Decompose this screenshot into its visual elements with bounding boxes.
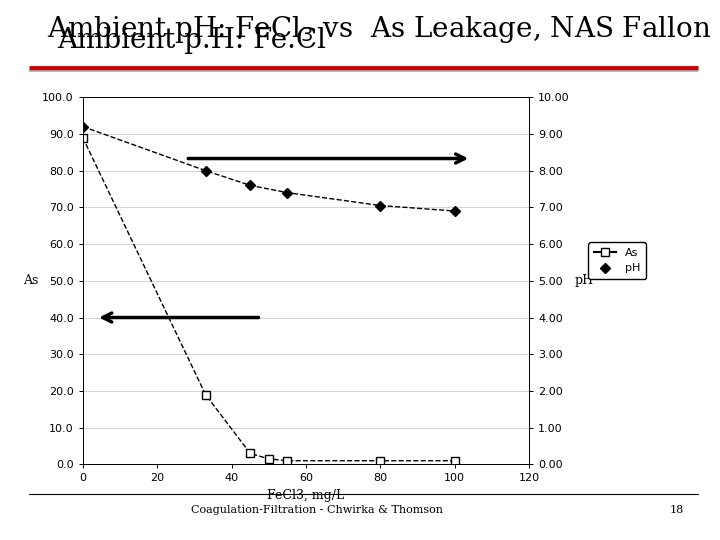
Y-axis label: As: As [23,274,39,287]
As [376,457,384,464]
pH [451,208,459,214]
Text: 18: 18 [670,505,684,515]
As [246,450,255,457]
pH [376,202,384,209]
pH [283,190,292,196]
X-axis label: FeCl3, mg/L: FeCl3, mg/L [267,489,345,502]
pH [246,182,255,188]
As [283,457,292,464]
Y-axis label: pH: pH [574,274,593,287]
As [451,457,459,464]
pH [202,167,210,174]
As [78,134,87,141]
Text: Ambient pH: FeCl$_3$ vs  As Leakage, NAS Fallon: Ambient pH: FeCl$_3$ vs As Leakage, NAS … [47,14,711,45]
Legend: As, pH: As, pH [588,242,646,279]
As [264,456,273,462]
Text: Coagulation-Filtration - Chwirka & Thomson: Coagulation-Filtration - Chwirka & Thoms… [191,505,443,515]
Line: As: As [78,133,459,465]
Text: Ambient p.H: Fe.Cl: Ambient p.H: Fe.Cl [58,27,327,54]
pH [78,123,87,130]
Line: pH: pH [79,123,458,214]
As [202,392,210,398]
